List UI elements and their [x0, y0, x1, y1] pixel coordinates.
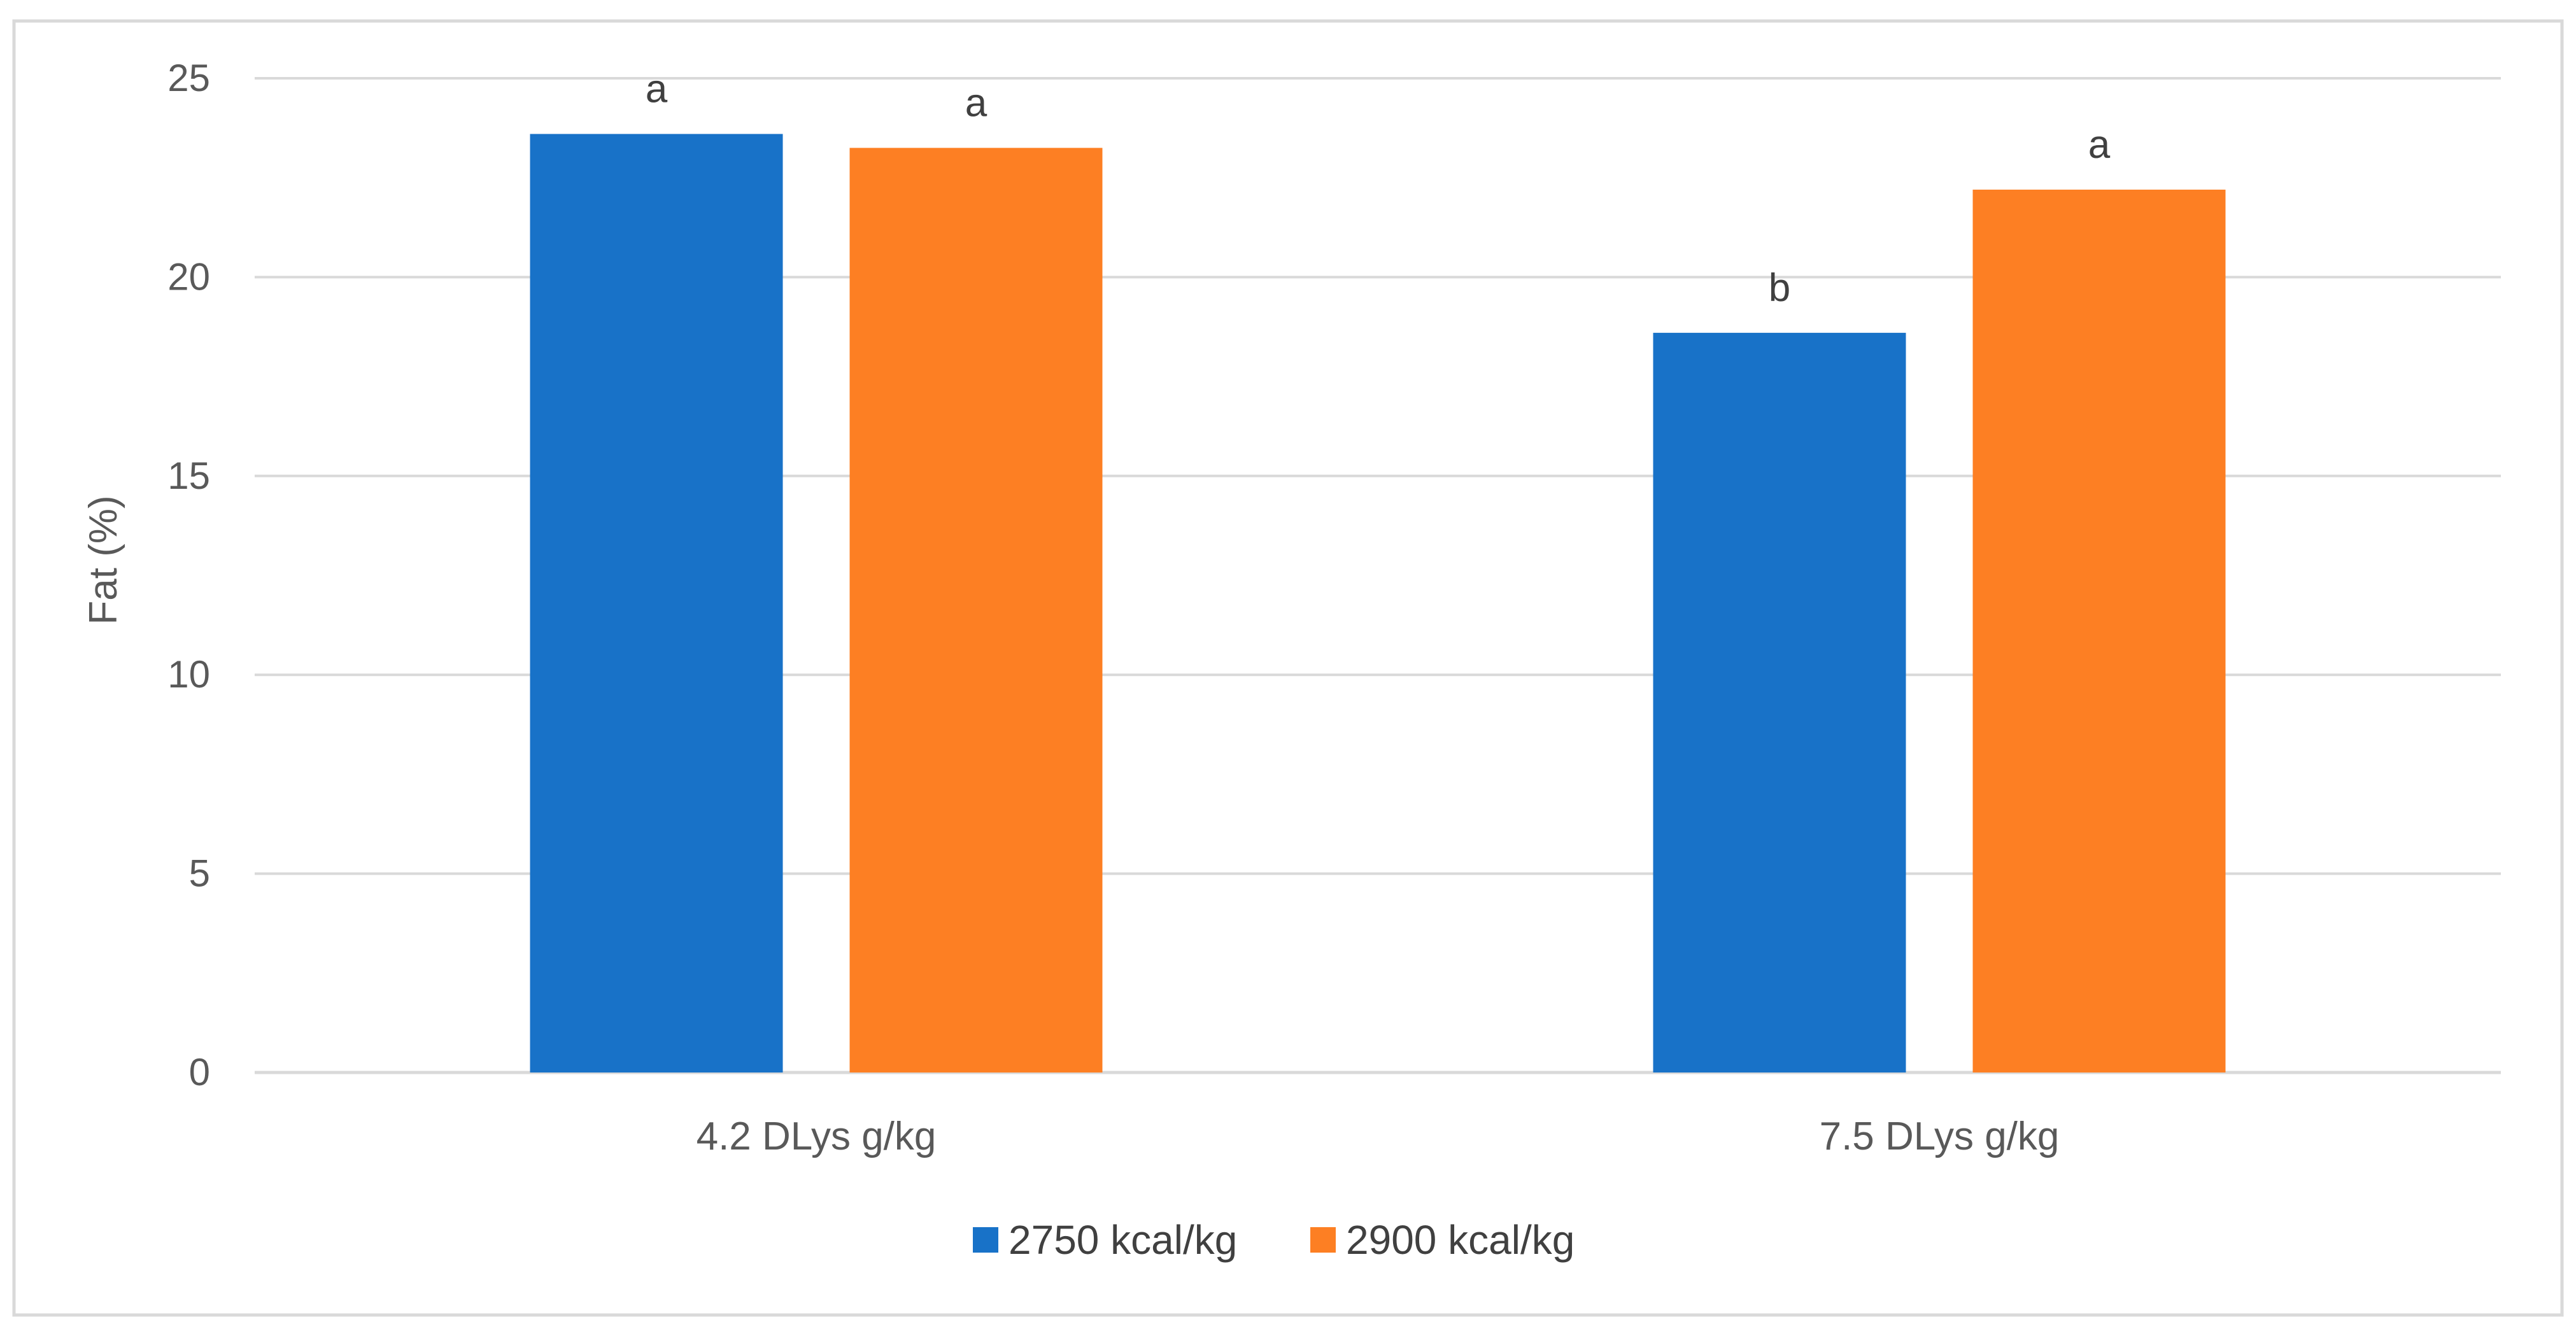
bar [1972, 189, 2226, 1073]
category-labels: 4.2 DLys g/kg 7.5 DLys g/kg [697, 1115, 2060, 1158]
y-tick-label: 5 [189, 852, 210, 895]
y-tick-label: 20 [167, 255, 210, 298]
bar [530, 134, 783, 1072]
legend: 2750 kcal/kg 2900 kcal/kg [973, 1217, 1575, 1263]
bar-data-label: a [646, 67, 668, 111]
bar [849, 148, 1103, 1073]
y-tick-label: 15 [167, 454, 210, 497]
x-category-label: 7.5 DLys g/kg [1820, 1115, 2060, 1158]
legend-swatch [973, 1227, 998, 1253]
y-tick-label: 10 [167, 653, 210, 696]
bar-data-label: b [1769, 266, 1790, 310]
bar-labels: a a b a [646, 67, 2111, 309]
y-axis-ticks: 0 5 10 15 20 25 [167, 57, 210, 1093]
bars [530, 134, 2226, 1073]
bar-data-label: a [2088, 123, 2111, 167]
y-tick-label: 25 [167, 57, 210, 99]
y-tick-label: 0 [189, 1051, 210, 1093]
bar [1653, 332, 1906, 1072]
legend-swatch [1310, 1227, 1336, 1253]
x-category-label: 4.2 DLys g/kg [697, 1115, 937, 1158]
legend-label: 2900 kcal/kg [1346, 1217, 1575, 1263]
legend-label: 2750 kcal/kg [1008, 1217, 1237, 1263]
bar-data-label: a [965, 81, 987, 125]
y-axis-title: Fat (%) [81, 495, 125, 624]
